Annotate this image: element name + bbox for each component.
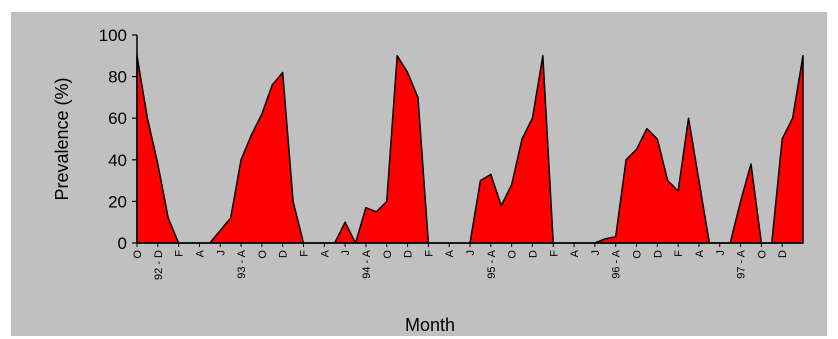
x-tick-label: O [257, 250, 269, 259]
x-tick-label: 95 - A [486, 249, 498, 278]
x-tick-label: A [444, 249, 456, 257]
prevalence-area [136, 55, 804, 244]
x-tick-label: 97 - A [736, 249, 748, 278]
x-tick-label: A [194, 249, 206, 257]
y-tick-label: 20 [108, 192, 127, 211]
x-tick-label: A [569, 249, 581, 257]
x-tick-label: D [403, 250, 415, 258]
x-tick-label: F [548, 250, 560, 257]
x-tick-label: D [777, 250, 789, 258]
x-tick-label: 94 - A [361, 249, 373, 278]
x-tick-label: A [694, 249, 706, 257]
y-tick-label: 100 [99, 26, 127, 45]
x-tick-label: D [527, 250, 539, 258]
y-tick-label: 0 [118, 234, 127, 253]
x-tick-label: O [132, 250, 144, 259]
y-tick-label: 60 [108, 109, 127, 128]
x-tick-label: J [590, 250, 602, 256]
x-tick-label: O [632, 250, 644, 259]
x-tick-label: O [382, 250, 394, 259]
x-tick-label: O [507, 250, 519, 259]
x-tick-label: J [465, 250, 477, 256]
y-tick-label: 80 [108, 68, 127, 87]
x-tick-label: J [215, 250, 227, 256]
x-tick-label: 96 - A [611, 249, 623, 278]
x-tick-label: J [715, 250, 727, 256]
x-tick-label: 92 - D [153, 250, 165, 280]
y-axis-label: Prevalence (%) [52, 77, 72, 200]
x-tick-label: F [423, 250, 435, 257]
x-axis-label: Month [405, 315, 455, 335]
x-tick-label: A [319, 249, 331, 257]
area-layer [136, 55, 804, 244]
y-ticks: 0 20 40 60 80 100 [99, 26, 137, 253]
x-tick-label: F [299, 250, 311, 257]
x-tick-label: D [278, 250, 290, 258]
x-tick-label: D [652, 250, 664, 258]
x-tick-label: O [756, 250, 768, 259]
x-tick-label: F [174, 250, 186, 257]
x-tick-label: F [673, 250, 685, 257]
y-tick-label: 40 [108, 151, 127, 170]
x-tick-label: J [340, 250, 352, 256]
x-tick-label: 93 - A [236, 249, 248, 278]
